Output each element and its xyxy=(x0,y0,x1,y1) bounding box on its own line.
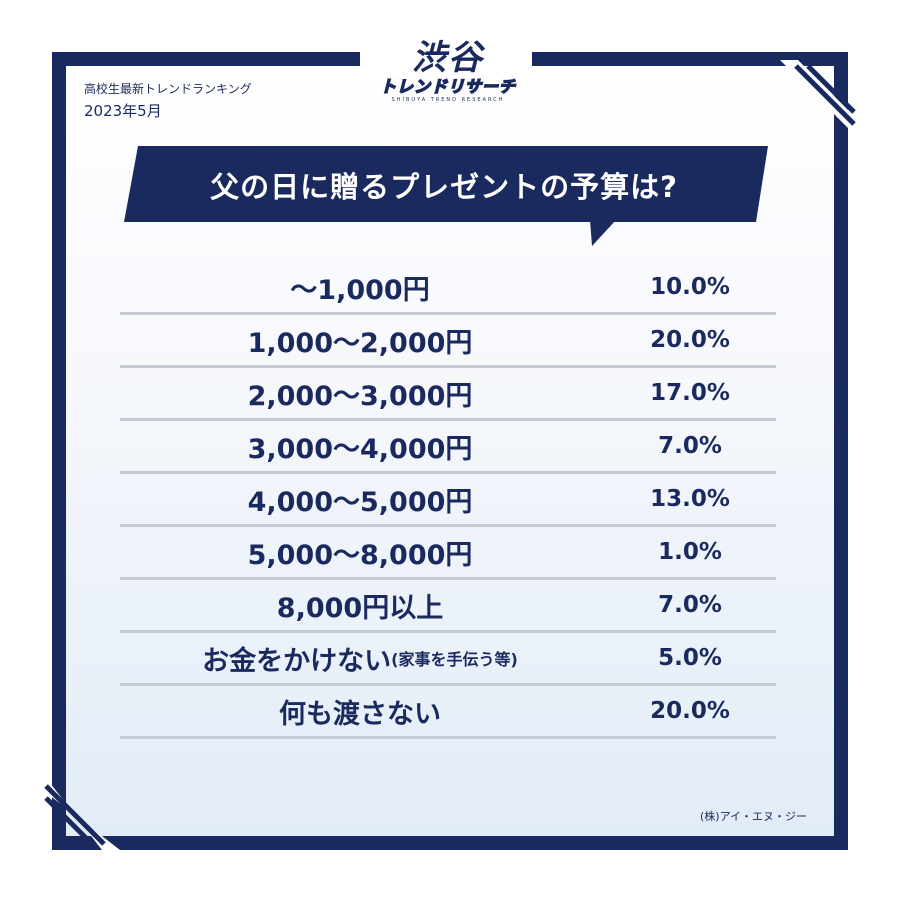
table-row: 1,000〜2,000円 20.0% xyxy=(120,315,776,368)
shibuya-trend-research-logo: 渋谷 トレンドリサーチ SHIBUYA TREND RESEARCH xyxy=(348,38,548,120)
corner-stripes-bottom-left xyxy=(40,770,120,850)
table-row: 2,000〜3,000円 17.0% xyxy=(120,368,776,421)
budget-table: 〜1,000円 10.0% 1,000〜2,000円 20.0% 2,000〜3… xyxy=(120,262,776,739)
row-label: 3,000〜4,000円 xyxy=(247,433,473,465)
row-label: 2,000〜3,000円 xyxy=(247,380,473,412)
title-banner xyxy=(124,146,768,246)
logo-english-text: SHIBUYA TREND RESEARCH xyxy=(391,97,505,103)
row-label: 1,000〜2,000円 xyxy=(247,327,473,359)
row-label: 4,000〜5,000円 xyxy=(247,486,473,518)
logo-main-text: 渋谷 xyxy=(412,38,484,78)
ranking-subtitle: 高校生最新トレンドランキング xyxy=(84,82,252,96)
table-row: お金をかけない (家事を手伝う等) 5.0% xyxy=(120,633,776,686)
row-value: 5.0% xyxy=(658,645,722,671)
company-credit: (株)アイ・エヌ・ジー xyxy=(700,810,808,823)
row-label: 8,000円以上 xyxy=(276,592,444,624)
row-value: 13.0% xyxy=(650,486,730,512)
row-label: 何も渡さない xyxy=(279,698,441,730)
logo-sub-text: トレンドリサーチ xyxy=(379,77,516,97)
row-value: 7.0% xyxy=(658,433,722,459)
row-label: 5,000〜8,000円 xyxy=(247,539,473,571)
table-row: 5,000〜8,000円 1.0% xyxy=(120,527,776,580)
table-row: 8,000円以上 7.0% xyxy=(120,580,776,633)
row-value: 10.0% xyxy=(650,274,730,300)
row-value: 17.0% xyxy=(650,380,730,406)
row-value: 20.0% xyxy=(650,327,730,353)
table-row: 3,000〜4,000円 7.0% xyxy=(120,421,776,474)
table-row: 4,000〜5,000円 13.0% xyxy=(120,474,776,527)
corner-stripes-top-right xyxy=(780,60,860,140)
row-value: 7.0% xyxy=(658,592,722,618)
table-row: 何も渡さない 20.0% xyxy=(120,686,776,739)
row-value: 20.0% xyxy=(650,698,730,724)
logo-gap xyxy=(360,40,532,80)
row-value: 1.0% xyxy=(658,539,722,565)
survey-month: 2023年5月 xyxy=(84,102,162,120)
row-label: 〜1,000円 xyxy=(290,274,430,306)
page-title: 父の日に贈るプレゼントの予算は? xyxy=(210,170,678,204)
table-row: 〜1,000円 10.0% xyxy=(120,262,776,315)
row-label: お金をかけない (家事を手伝う等) xyxy=(202,645,518,677)
